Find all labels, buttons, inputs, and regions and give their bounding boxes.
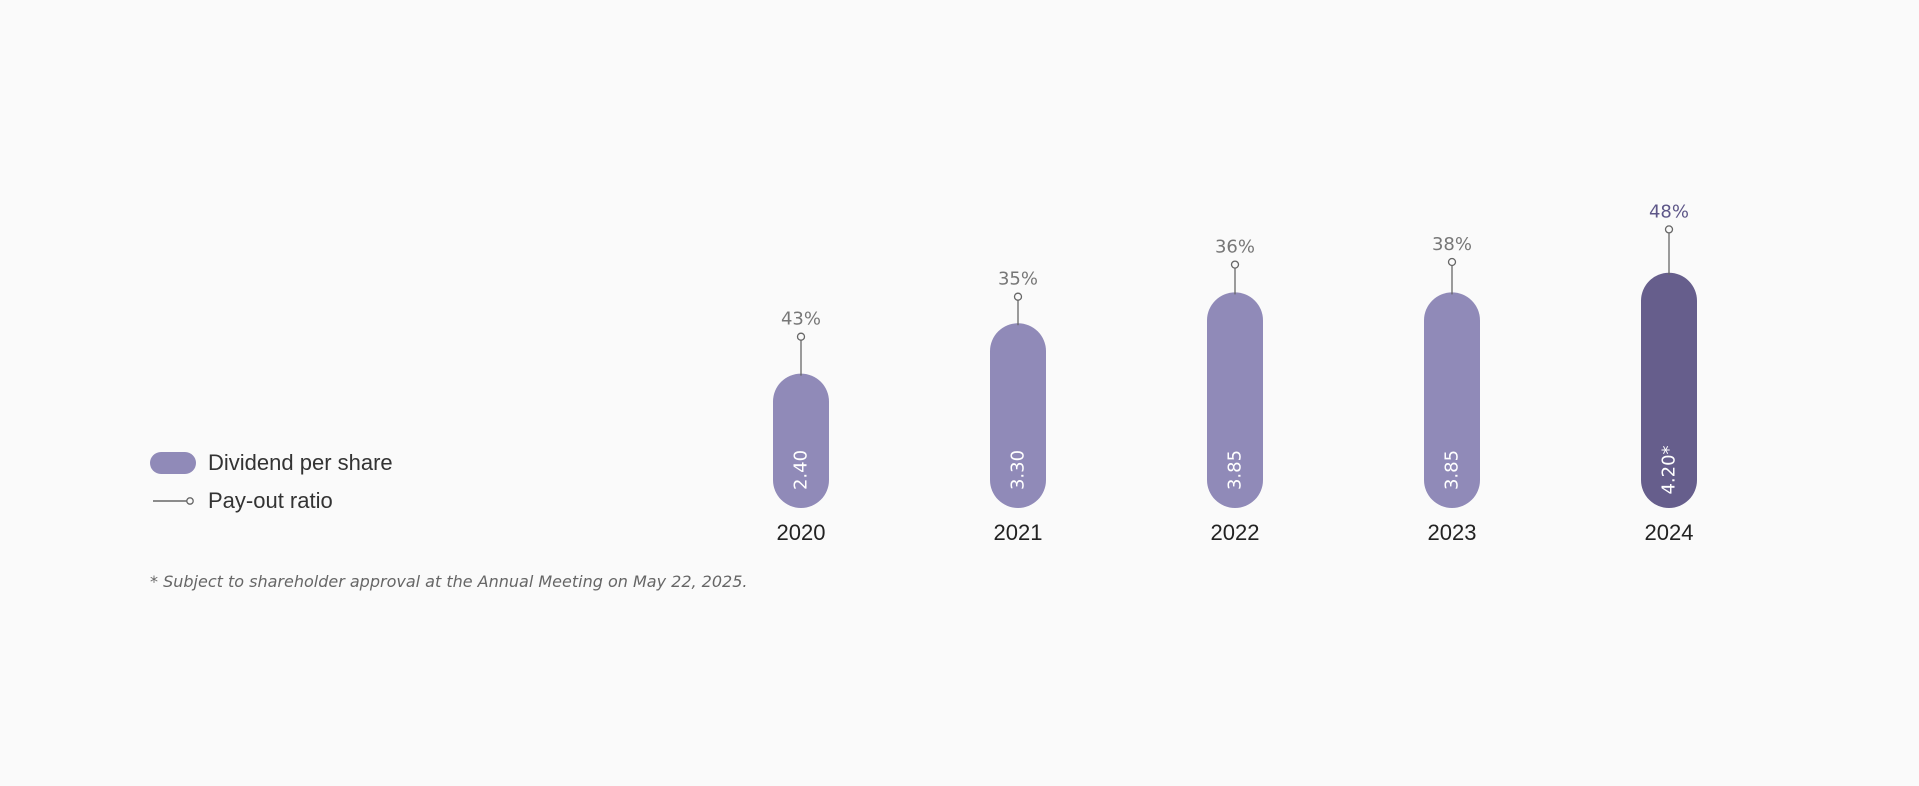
legend-label-dividend: Dividend per share	[208, 450, 393, 475]
year-label-2021: 2021	[994, 520, 1043, 545]
dividend-label-2023: 3.85	[1442, 450, 1463, 490]
payout-point-2021	[1013, 292, 1023, 301]
legend: Dividend per share Pay-out ratio	[150, 448, 393, 524]
payout-label-2020: 43%	[781, 309, 821, 330]
year-label-2024: 2024	[1645, 520, 1694, 545]
payout-point-2023	[1447, 257, 1457, 267]
payout-point-2020	[796, 332, 806, 341]
payout-label-2022: 36%	[1215, 237, 1255, 258]
dividend-label-2021: 3.30	[1008, 450, 1029, 490]
bar-2023	[1424, 292, 1480, 508]
bar-2024	[1641, 272, 1697, 508]
payout-label-2021: 35%	[998, 269, 1038, 290]
year-label-2020: 2020	[777, 520, 826, 545]
payout-point-2022	[1230, 260, 1240, 269]
legend-swatch-payout	[150, 490, 196, 512]
footnote: * Subject to shareholder approval at the…	[150, 572, 748, 591]
chart-marks: 43% 2.40 2020 35% 3.30 2021 36% 3.85 2022 38% 3.85…	[773, 201, 1697, 545]
dividend-label-2022: 3.85	[1225, 450, 1246, 490]
legend-swatch-dividend	[150, 452, 196, 474]
dividend-label-2020: 2.40	[791, 450, 812, 490]
payout-point-2024	[1664, 225, 1674, 234]
legend-item-payout: Pay-out ratio	[150, 486, 393, 516]
bar-2021	[990, 323, 1046, 508]
legend-label-payout: Pay-out ratio	[208, 488, 333, 513]
dividend-label-2024: 4.20*	[1659, 445, 1680, 494]
legend-item-dividend: Dividend per share	[150, 448, 393, 478]
payout-label-2023: 38%	[1432, 234, 1472, 255]
bar-2020	[773, 373, 829, 508]
year-label-2023: 2023	[1428, 520, 1477, 545]
bar-2022	[1207, 292, 1263, 508]
payout-label-2024: 48%	[1649, 201, 1689, 222]
year-label-2022: 2022	[1211, 520, 1260, 545]
